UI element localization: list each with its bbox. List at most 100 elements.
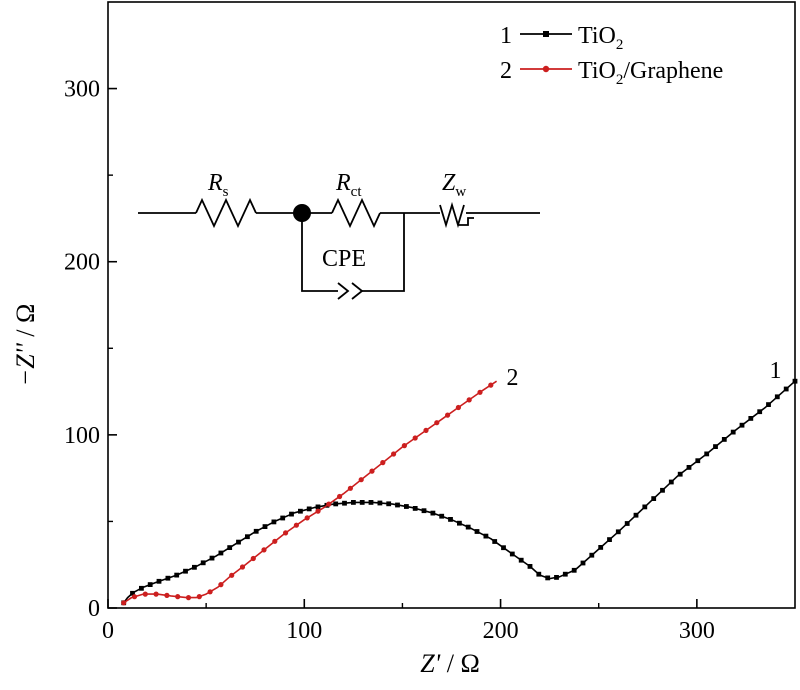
- series-1-marker: [465, 524, 471, 530]
- series-1-marker: [218, 550, 224, 556]
- series-1-marker: [589, 552, 595, 558]
- curve-label-2: 2: [507, 365, 519, 391]
- series-2-marker: [304, 515, 310, 521]
- series-2-marker: [175, 594, 181, 600]
- series-1-marker: [739, 422, 745, 428]
- series-2-marker: [337, 493, 343, 500]
- series-1-marker: [651, 496, 657, 501]
- series-2-marker: [272, 538, 278, 544]
- legend-marker-2: [542, 65, 550, 73]
- series-1-marker: [668, 479, 674, 485]
- series-1-marker: [774, 394, 780, 400]
- series-1-marker: [342, 500, 347, 506]
- series-1-marker: [368, 500, 374, 505]
- series-2: 2: [121, 365, 519, 606]
- series-1-marker: [271, 519, 277, 525]
- series-1-marker: [766, 402, 771, 407]
- series-1-marker: [783, 386, 789, 392]
- series-1-marker: [421, 508, 427, 514]
- series-1-marker: [200, 560, 206, 566]
- series-1-marker: [298, 508, 303, 514]
- x-tick-label-2: 200: [483, 618, 519, 644]
- circuit-node-icon: [293, 204, 311, 222]
- series-2-marker: [412, 435, 418, 441]
- series-2-marker: [131, 594, 138, 600]
- series-1-marker: [165, 575, 171, 581]
- curve-label-1: 1: [770, 358, 782, 384]
- resistor-rs-icon: [195, 197, 257, 229]
- series-1-marker: [562, 571, 568, 577]
- legend: 1 TiO2 2 TiO2/Graphene: [500, 23, 723, 88]
- series-1-marker: [607, 537, 612, 542]
- series-2-marker: [347, 485, 353, 491]
- y-axis-title: −Z'' / Ω: [11, 304, 40, 387]
- series-1-marker: [677, 471, 683, 477]
- series-1-marker: [156, 578, 162, 584]
- axes: 0 100 200 300 0 100 200 300: [64, 1, 796, 644]
- x-tick-label-3: 300: [679, 618, 715, 644]
- cpe-label: CPE: [322, 246, 366, 272]
- series-1-marker: [183, 568, 188, 574]
- resistor-rct-icon: [331, 197, 381, 229]
- series-2-marker: [380, 460, 386, 466]
- series-2-marker: [164, 592, 170, 599]
- cpe-element-icon: [337, 282, 364, 300]
- rct-label: Rct: [335, 170, 362, 200]
- series-1-marker: [147, 582, 153, 587]
- series-2-marker: [423, 427, 429, 433]
- legend-label-2: TiO2/Graphene: [578, 58, 723, 88]
- series-2-marker: [185, 595, 192, 601]
- series-1-marker: [386, 501, 392, 507]
- series-1-marker: [474, 529, 480, 534]
- series-2-marker: [466, 397, 472, 403]
- series-1-marker: [192, 564, 197, 570]
- series-1-marker: [571, 567, 577, 573]
- x-axis-title: Z' / Ω: [420, 649, 480, 678]
- series-2-marker: [315, 508, 321, 514]
- series-1-marker: [536, 571, 542, 577]
- series-1-marker: [333, 501, 339, 507]
- series-1-marker: [139, 585, 144, 591]
- x-tick-label-1: 100: [286, 618, 322, 644]
- series-1-marker: [730, 429, 736, 435]
- legend-label-1: TiO2: [578, 23, 623, 53]
- x-tick-label-0: 0: [102, 618, 114, 644]
- series-1-marker: [642, 504, 648, 510]
- series-1-marker: [545, 575, 551, 581]
- series-1-marker: [306, 506, 312, 512]
- series-1-marker: [395, 502, 400, 508]
- series-2-line: [123, 380, 498, 604]
- series-1-marker: [695, 458, 701, 464]
- series-2-marker: [488, 382, 494, 388]
- series-1-marker: [580, 560, 586, 566]
- series-1: 1: [121, 358, 798, 606]
- rs-label: Rs: [207, 170, 229, 200]
- series-1-marker: [748, 416, 754, 421]
- series-2-marker: [326, 501, 332, 507]
- series-1-marker: [377, 500, 383, 506]
- series-2-marker: [250, 555, 256, 562]
- series-1-marker: [633, 512, 639, 518]
- series-1-marker: [660, 487, 665, 493]
- series-1-marker: [501, 545, 506, 551]
- y-tick-label-0: 0: [88, 596, 100, 622]
- series-1-marker: [483, 533, 489, 539]
- series-2-marker: [261, 547, 267, 553]
- series-1-marker: [289, 511, 294, 517]
- series-2-marker: [455, 404, 461, 411]
- series-1-marker: [721, 437, 727, 442]
- circuit-labels: Rs Rct Zw CPE: [207, 170, 466, 272]
- series-2-marker: [283, 530, 289, 536]
- y-tick-label-1: 100: [64, 423, 100, 449]
- series-1-marker: [439, 513, 445, 519]
- equivalent-circuit: [138, 197, 540, 300]
- series-1-marker: [245, 534, 250, 540]
- y-tick-label-2: 200: [64, 250, 100, 276]
- series-2-marker: [121, 600, 127, 606]
- series-1-marker: [686, 465, 692, 470]
- series-1-marker: [554, 575, 559, 580]
- series-2-marker: [293, 522, 299, 528]
- series-1-marker: [598, 545, 604, 550]
- series-layer: 12: [121, 358, 798, 606]
